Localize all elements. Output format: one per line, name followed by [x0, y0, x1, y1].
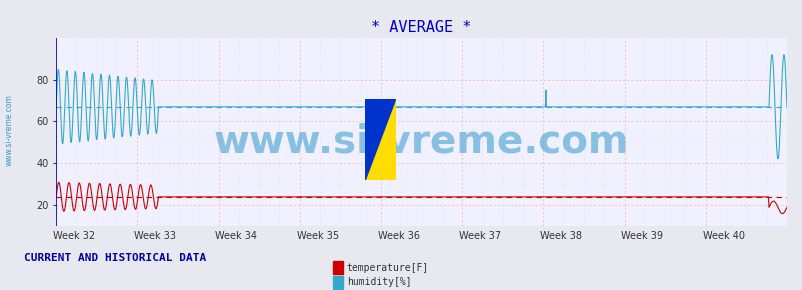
Text: humidity[%]: humidity[%] [346, 277, 411, 287]
Text: www.si-vreme.com: www.si-vreme.com [213, 122, 629, 160]
Polygon shape [365, 99, 395, 180]
Title: * AVERAGE *: * AVERAGE * [371, 20, 471, 35]
Bar [333, 276, 342, 289]
Bar [333, 261, 342, 274]
Text: temperature[F]: temperature[F] [346, 263, 428, 273]
Text: www.si-vreme.com: www.si-vreme.com [5, 95, 14, 166]
Text: CURRENT AND HISTORICAL DATA: CURRENT AND HISTORICAL DATA [24, 253, 206, 263]
Polygon shape [365, 99, 395, 180]
